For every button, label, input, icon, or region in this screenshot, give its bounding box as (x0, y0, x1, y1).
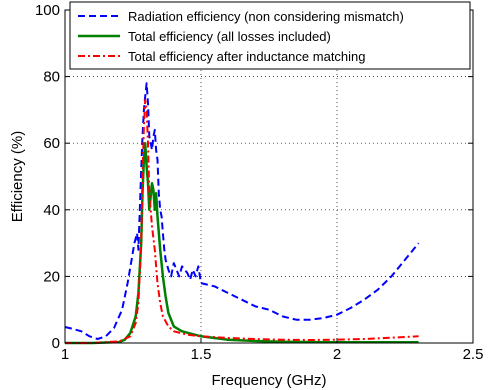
y-tick-label: 20 (43, 268, 60, 285)
x-tick-label: 2.5 (463, 346, 484, 363)
y-tick-label: 80 (43, 69, 60, 86)
legend-box (69, 1, 471, 70)
y-tick-label: 40 (43, 202, 60, 219)
x-tick-label: 1 (61, 346, 69, 363)
y-tick-label: 0 (52, 335, 60, 352)
y-tick-label: 60 (43, 135, 60, 152)
series-total-efficiency (65, 141, 419, 345)
grid-lines (65, 10, 473, 343)
x-tick-label: 1.5 (191, 346, 212, 363)
legend-label-radiation: Radiation efficiency (non considering mi… (128, 9, 404, 24)
legend-label-total: Total efficiency (all losses included) (128, 29, 331, 44)
x-tick-label: 2 (333, 346, 341, 363)
y-tick-label: 100 (35, 2, 60, 19)
legend: Radiation efficiency (non considering mi… (69, 1, 471, 70)
axis-ticks: 1 1.5 2 2.5 0 20 40 60 80 100 (35, 2, 483, 363)
series-lines (64, 82, 420, 345)
x-axis-label: Frequency (GHz) (211, 372, 326, 389)
y-axis-label: Efficiency (%) (9, 131, 26, 222)
series-radiation-efficiency (64, 82, 420, 340)
legend-label-matched: Total efficiency after inductance matchi… (128, 49, 366, 64)
series-matched-efficiency (65, 98, 419, 344)
